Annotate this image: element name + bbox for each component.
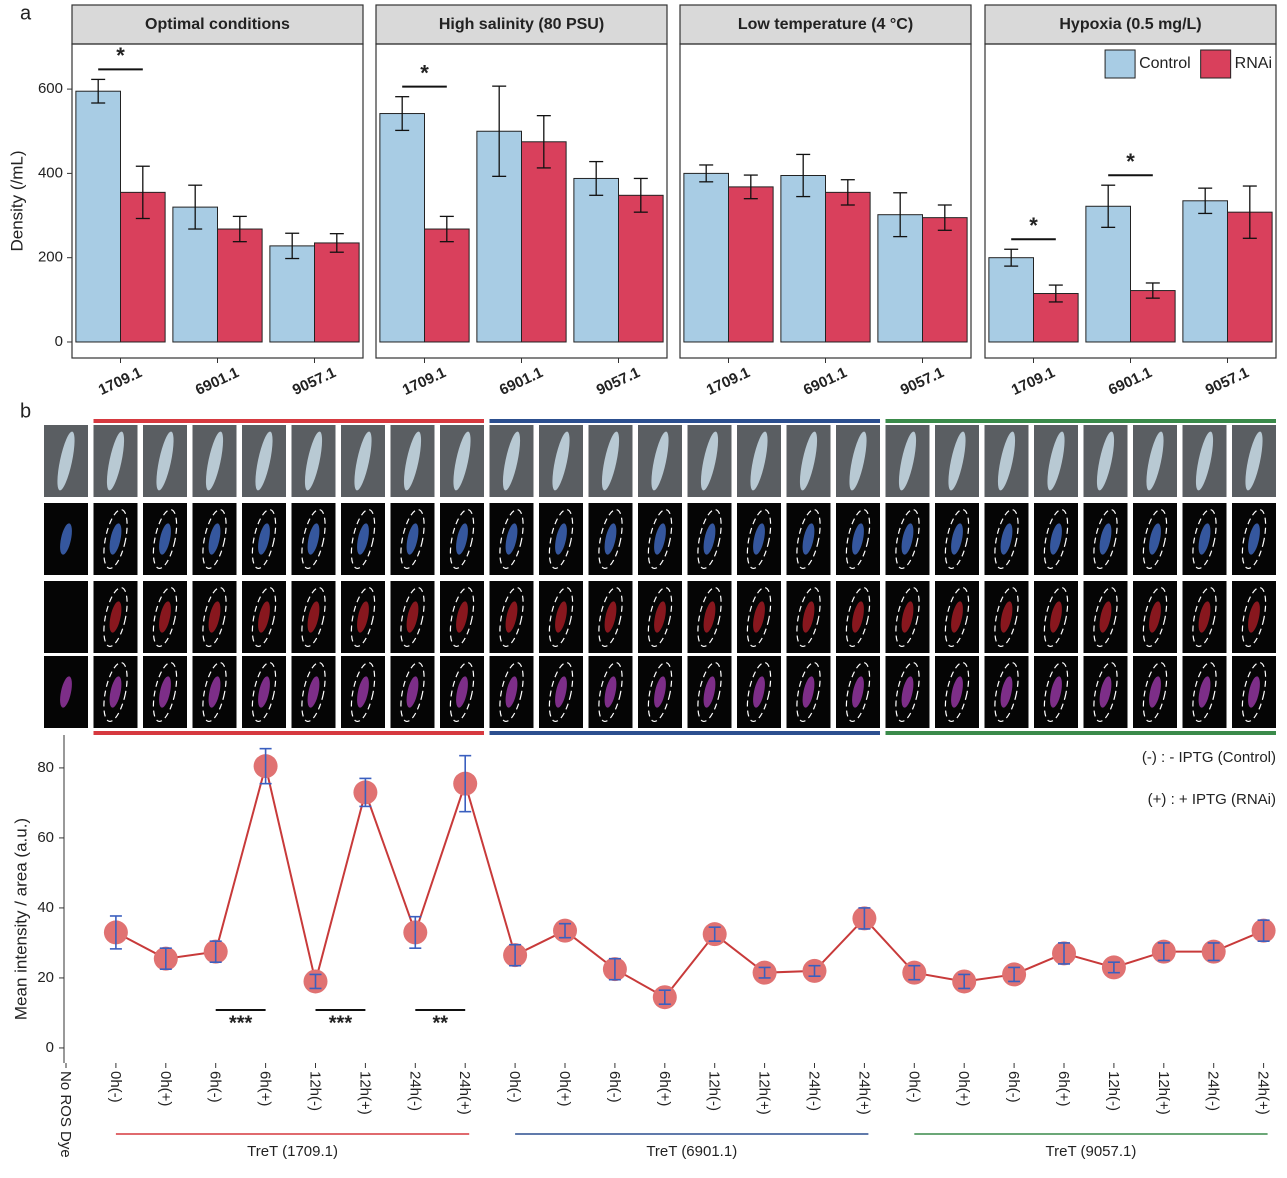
x-tick-label: 24h(-) — [406, 1071, 423, 1111]
x-tick-label: 0h(+) — [955, 1071, 972, 1106]
figure: a b Optimal conditions0200400600Density … — [0, 0, 1287, 1178]
bar — [1183, 201, 1228, 342]
bar — [522, 142, 567, 342]
x-tick-label: 6901.1 — [801, 364, 850, 399]
y-axis-label: Mean intensity / area (a.u.) — [11, 818, 30, 1020]
x-tick-label: 6901.1 — [193, 364, 242, 399]
x-tick-label: 6h(-) — [207, 1071, 224, 1103]
x-tick-label: 1709.1 — [400, 364, 449, 399]
x-tick-label: 0h(+) — [157, 1071, 174, 1106]
x-tick-label: 6h(-) — [1005, 1071, 1022, 1103]
bar — [76, 91, 121, 342]
x-tick-label: 9057.1 — [290, 364, 339, 399]
significance-label: ** — [432, 1012, 448, 1034]
x-tick-label: 24h(+) — [855, 1071, 872, 1115]
x-tick-label: 1709.1 — [1009, 364, 1058, 399]
legend-swatch — [1105, 50, 1135, 78]
y-tick-label: 0 — [55, 333, 63, 350]
legend-label: Control — [1139, 55, 1191, 72]
significance-label: * — [1126, 149, 1135, 174]
x-tick-label: 12h(+) — [356, 1071, 373, 1115]
legend-label: RNAi — [1235, 55, 1272, 72]
y-axis-label: Density (/mL) — [7, 150, 26, 251]
note: (-) : - IPTG (Control) — [1142, 749, 1276, 766]
x-tick-label: 6901.1 — [1106, 364, 1155, 399]
series-line — [116, 766, 1264, 997]
y-tick-label: 600 — [38, 80, 63, 97]
bar — [619, 195, 664, 342]
bar — [684, 173, 729, 342]
facet-title: Hypoxia (0.5 mg/L) — [1059, 16, 1201, 33]
facet-title: Low temperature (4 °C) — [738, 16, 913, 33]
significance-label: *** — [229, 1012, 253, 1034]
x-tick-label: 0h(-) — [905, 1071, 922, 1103]
facet-title: High salinity (80 PSU) — [439, 16, 604, 33]
bar — [380, 114, 425, 342]
significance-label: * — [1029, 213, 1038, 238]
x-tick-label: 6901.1 — [497, 364, 546, 399]
bar — [826, 192, 871, 342]
x-tick-label: 6h(+) — [1055, 1071, 1072, 1106]
bar — [315, 243, 360, 342]
x-tick-label: No ROS Dye — [57, 1071, 74, 1158]
significance-label: *** — [329, 1012, 353, 1034]
bar — [781, 176, 826, 342]
y-tick-label: 60 — [37, 829, 54, 846]
x-tick-label: 6h(-) — [606, 1071, 623, 1103]
x-tick-label: 0h(-) — [506, 1071, 523, 1103]
panel-label: b — [20, 400, 31, 422]
x-tick-label: 1709.1 — [96, 364, 145, 399]
y-tick-label: 400 — [38, 164, 63, 181]
x-tick-label: 12h(-) — [706, 1071, 723, 1111]
x-tick-label: 24h(+) — [456, 1071, 473, 1115]
bar — [425, 229, 470, 342]
x-tick-label: 12h(+) — [756, 1071, 773, 1115]
bar — [923, 218, 968, 342]
x-tick-label: 9057.1 — [898, 364, 947, 399]
x-tick-label: 0h(-) — [107, 1071, 124, 1103]
x-tick-label: 9057.1 — [594, 364, 643, 399]
x-tick-label: 12h(-) — [1105, 1071, 1122, 1111]
x-tick-label: 24h(+) — [1255, 1071, 1272, 1115]
bar — [989, 258, 1034, 342]
y-tick-label: 40 — [37, 899, 54, 916]
x-tick-label: 9057.1 — [1203, 364, 1252, 399]
note: (+) : + IPTG (RNAi) — [1148, 791, 1276, 808]
y-tick-label: 80 — [37, 759, 54, 776]
x-tick-label: 0h(+) — [556, 1071, 573, 1106]
group-label: TreT (1709.1) — [247, 1143, 338, 1160]
x-tick-label: 6h(+) — [257, 1071, 274, 1106]
bar — [729, 187, 774, 342]
y-tick-label: 0 — [46, 1039, 54, 1056]
x-tick-label: 24h(-) — [1205, 1071, 1222, 1111]
y-tick-label: 20 — [37, 969, 54, 986]
x-tick-label: 6h(+) — [656, 1071, 673, 1106]
x-tick-label: 24h(-) — [806, 1071, 823, 1111]
x-tick-label: 1709.1 — [704, 364, 753, 399]
bar — [270, 246, 315, 342]
facet-title: Optimal conditions — [145, 16, 290, 33]
bar — [574, 178, 619, 342]
group-label: TreT (9057.1) — [1046, 1143, 1137, 1160]
x-tick-label: 12h(+) — [1155, 1071, 1172, 1115]
bar — [218, 229, 263, 342]
y-tick-label: 200 — [38, 249, 63, 266]
legend-swatch — [1201, 50, 1231, 78]
micrograph — [44, 581, 88, 653]
significance-label: * — [116, 43, 125, 68]
x-tick-label: 12h(-) — [307, 1071, 324, 1111]
panel-label: a — [20, 2, 32, 24]
group-label: TreT (6901.1) — [646, 1143, 737, 1160]
significance-label: * — [420, 60, 429, 85]
